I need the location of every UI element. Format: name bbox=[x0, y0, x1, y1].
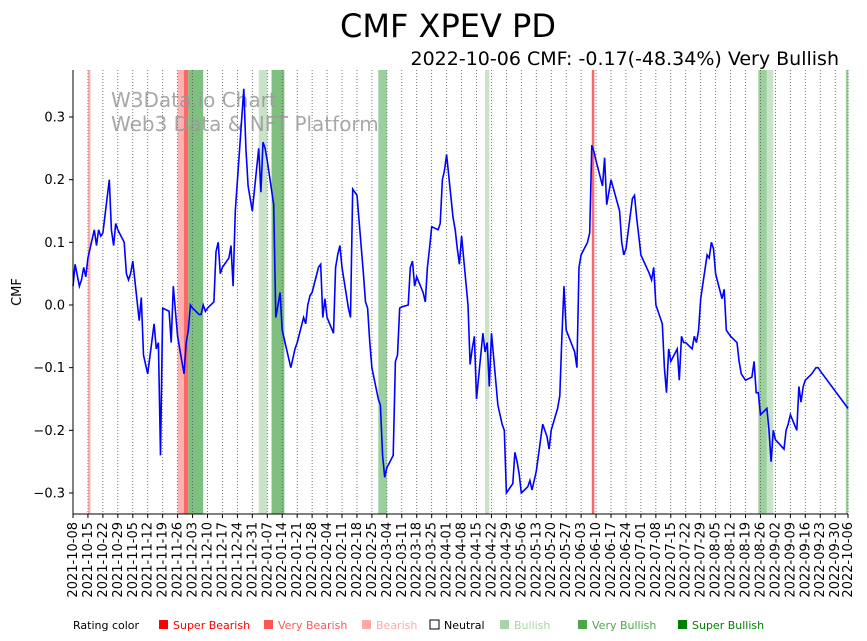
x-tick-label: 2022-09-23 bbox=[813, 522, 828, 598]
x-tick-label: 2022-07-29 bbox=[694, 522, 709, 598]
x-tick-label: 2022-01-21 bbox=[290, 522, 305, 598]
x-tick-label: 2022-05-27 bbox=[559, 522, 574, 598]
x-tick-label: 2022-07-08 bbox=[649, 522, 664, 598]
x-tick-label: 2022-09-09 bbox=[783, 522, 798, 598]
x-tick-label: 2022-06-24 bbox=[619, 522, 634, 598]
cmf-series-line bbox=[72, 88, 849, 496]
x-tick-label: 2022-03-25 bbox=[425, 522, 440, 598]
x-tick-label: 2022-05-20 bbox=[544, 522, 559, 598]
x-tick-label: 2022-03-04 bbox=[380, 522, 395, 598]
x-tick-label: 2022-06-10 bbox=[589, 522, 604, 598]
x-tick-label: 2022-04-29 bbox=[499, 522, 514, 598]
rating-band-0 bbox=[87, 70, 91, 514]
x-tick-label: 2021-11-26 bbox=[171, 522, 186, 598]
x-tick-label: 2022-02-25 bbox=[365, 522, 380, 598]
x-tick-label: 2022-03-11 bbox=[395, 522, 410, 598]
legend-title: Rating color bbox=[73, 619, 140, 632]
x-tick-label: 2021-12-24 bbox=[230, 522, 245, 598]
x-tick-label: 2022-04-22 bbox=[484, 522, 499, 598]
x-tick-label: 2021-10-22 bbox=[96, 522, 111, 598]
rating-band-4 bbox=[258, 70, 268, 514]
x-tick-label: 2022-01-14 bbox=[275, 522, 290, 598]
y-tick-label: −0.3 bbox=[33, 487, 65, 502]
y-ticks: 0.3 0.2 0.1 0.0 −0.1 −0.2 −0.3 bbox=[33, 111, 73, 502]
y-tick-label: 0.2 bbox=[44, 173, 65, 188]
x-tick-label: 2022-01-28 bbox=[305, 522, 320, 598]
legend-item-label: Neutral bbox=[444, 619, 485, 632]
x-tick-label: 2022-08-19 bbox=[739, 522, 754, 598]
x-tick-label: 2021-11-12 bbox=[141, 522, 156, 598]
x-tick-label: 2021-10-29 bbox=[111, 522, 126, 598]
legend-item-label: Very Bearish bbox=[278, 619, 347, 632]
x-tick-label: 2022-08-05 bbox=[709, 522, 724, 598]
rating-band-10 bbox=[766, 70, 774, 514]
x-tick-label: 2021-10-08 bbox=[66, 522, 81, 598]
chart-subtitle: 2022-10-06 CMF: -0.17(-48.34%) Very Bull… bbox=[410, 48, 839, 70]
x-tick-label: 2022-02-11 bbox=[335, 522, 350, 598]
legend-item-label: Bearish bbox=[376, 619, 417, 632]
x-tick-label: 2022-07-01 bbox=[634, 522, 649, 598]
x-tick-label: 2021-12-17 bbox=[215, 522, 230, 598]
x-tick-label: 2022-01-07 bbox=[260, 522, 275, 598]
y-tick-label: −0.2 bbox=[33, 424, 65, 439]
x-tick-label: 2022-07-15 bbox=[664, 522, 679, 598]
rating-band-8 bbox=[591, 70, 595, 514]
x-tick-label: 2021-12-10 bbox=[201, 522, 216, 598]
x-tick-label: 2022-04-01 bbox=[440, 522, 455, 598]
x-tick-label: 2022-10-06 bbox=[841, 522, 856, 598]
rating-band-1 bbox=[177, 70, 185, 514]
legend-item-label: Bullish bbox=[514, 619, 550, 632]
x-tick-label: 2021-11-19 bbox=[156, 522, 171, 598]
rating-band-7 bbox=[485, 70, 490, 514]
y-axis-label: CMF bbox=[10, 278, 25, 306]
legend-swatch bbox=[500, 620, 509, 629]
rating-band-6 bbox=[378, 70, 387, 514]
x-tick-label: 2022-06-03 bbox=[574, 522, 589, 598]
legend-swatch bbox=[578, 620, 587, 629]
x-tick-label: 2022-08-26 bbox=[753, 522, 768, 598]
legend-swatch bbox=[678, 620, 687, 629]
legend-item-label: Super Bullish bbox=[692, 619, 764, 632]
legend-item-label: Very Bullish bbox=[592, 619, 656, 632]
x-tick-label: 2022-04-15 bbox=[470, 522, 485, 598]
legend-swatch bbox=[429, 619, 440, 630]
x-tick-label: 2021-12-31 bbox=[245, 522, 260, 598]
x-tick-label: 2022-04-08 bbox=[455, 522, 470, 598]
y-tick-label: 0.3 bbox=[44, 111, 65, 126]
x-tick-label: 2022-03-18 bbox=[410, 522, 425, 598]
x-tick-label: 2022-05-06 bbox=[514, 522, 529, 598]
legend-swatch bbox=[264, 620, 273, 629]
watermark-line-1: W3Data.io Chart bbox=[111, 88, 277, 112]
legend-swatch bbox=[159, 620, 168, 629]
legend-swatch bbox=[362, 620, 371, 629]
x-tick-label: 2021-12-03 bbox=[186, 522, 201, 598]
x-tick-label: 2021-11-05 bbox=[126, 522, 141, 598]
x-tick-label: 2022-05-13 bbox=[529, 522, 544, 598]
x-tick-label: 2022-08-12 bbox=[724, 522, 739, 598]
x-tick-label: 2022-09-30 bbox=[828, 522, 843, 598]
rating-band-2 bbox=[184, 70, 189, 514]
rating-legend: Rating color Super Bearish Very Bearish Be… bbox=[73, 619, 764, 632]
rating-band-11 bbox=[845, 70, 849, 514]
y-tick-label: 0.0 bbox=[44, 299, 65, 314]
x-tick-label: 2022-09-16 bbox=[798, 522, 813, 598]
chart-title: CMF XPEV PD bbox=[340, 7, 556, 45]
rating-band-3 bbox=[188, 70, 204, 514]
rating-band-5 bbox=[271, 70, 285, 514]
rating-bands bbox=[87, 70, 849, 514]
x-tick-label: 2022-02-18 bbox=[350, 522, 365, 598]
rating-band-9 bbox=[758, 70, 767, 514]
x-ticks: 2021-10-08 2021-10-15 2021-10-22 2021-10-29… bbox=[66, 514, 856, 598]
x-tick-label: 2022-09-02 bbox=[768, 522, 783, 598]
x-tick-label: 2022-07-22 bbox=[679, 522, 694, 598]
legend-item-label: Super Bearish bbox=[173, 619, 250, 632]
x-tick-label: 2021-10-15 bbox=[81, 522, 96, 598]
y-tick-label: 0.1 bbox=[44, 236, 65, 251]
y-tick-label: −0.1 bbox=[33, 361, 65, 376]
x-tick-label: 2022-06-17 bbox=[604, 522, 619, 598]
x-tick-label: 2022-02-04 bbox=[320, 522, 335, 598]
